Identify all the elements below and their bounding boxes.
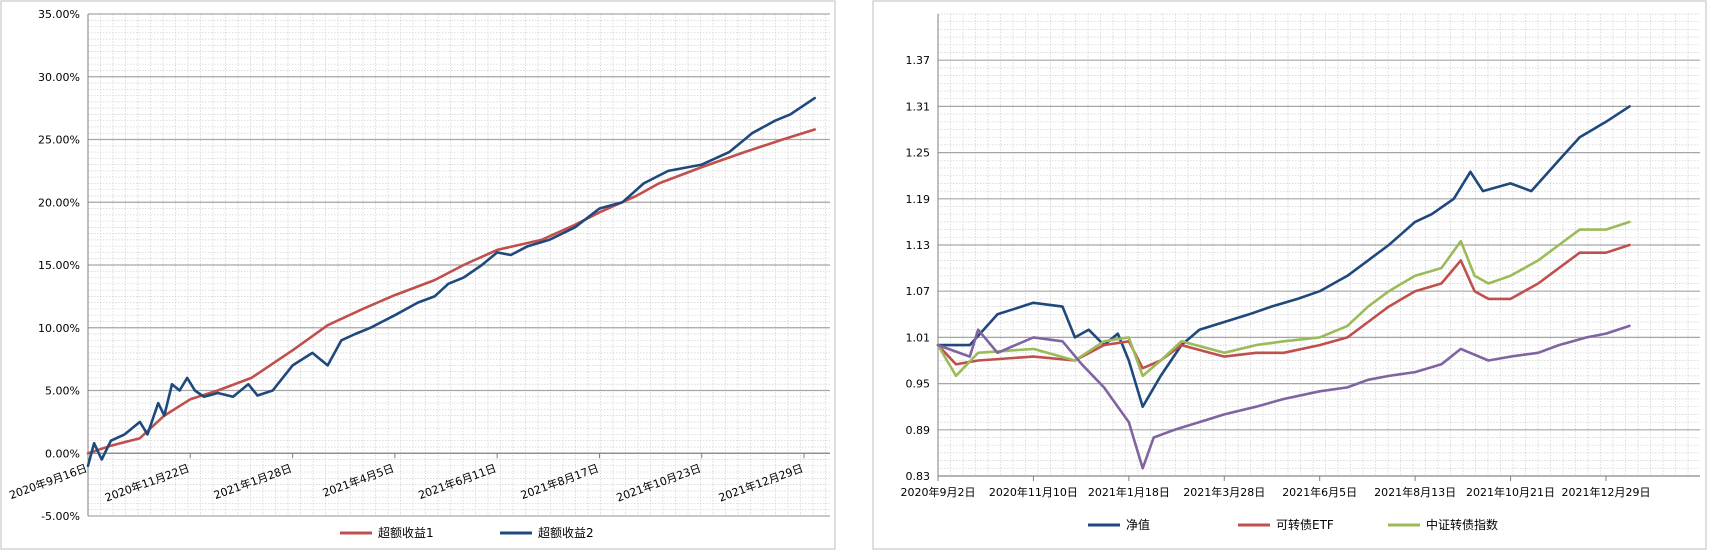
excess-return-chart: 35.00% 30.00% 25.00% 20.00% 15.00% 10.00% 5.00… (0, 0, 836, 550)
y-tick-label: 1.07 (906, 285, 931, 298)
y-tick-label: 30.00% (38, 71, 80, 84)
chart-2-y-tick-labels: 1.37 1.31 1.25 1.19 1.13 1.07 1.01 0.95 0.89 0.83 (906, 54, 931, 483)
series-line-3 (936, 220, 1631, 378)
legend-label: 可转债ETF (1276, 517, 1334, 532)
y-tick-label: 5.00% (45, 385, 80, 398)
y-tick-label: 25.00% (38, 134, 80, 147)
chart-2-axes (937, 14, 1700, 481)
x-tick-label: 2021年12月29日 (1561, 485, 1650, 499)
y-tick-label: 0.00% (45, 447, 80, 460)
legend-label: 净值 (1126, 517, 1150, 532)
y-tick-label: 0.95 (906, 378, 931, 391)
y-tick-label: 1.13 (906, 239, 931, 252)
y-tick-label: 35.00% (38, 8, 80, 21)
legend-label: 超额收益1 (378, 525, 434, 540)
y-tick-label: 1.19 (906, 193, 931, 206)
series-line-1 (936, 105, 1631, 409)
y-tick-label: 10.00% (38, 322, 80, 335)
nav-comparison-chart: 1.37 1.31 1.25 1.19 1.13 1.07 1.01 0.95 0.89 0.83… (872, 0, 1707, 550)
chart-1-series (86, 96, 817, 468)
legend-label: 中证转债指数 (1426, 517, 1498, 532)
x-tick-label: 2021年10月21日 (1466, 485, 1555, 499)
series-line-4 (936, 324, 1631, 470)
legend-item: 可转债ETF (1238, 517, 1334, 532)
y-tick-label: -5.00% (41, 510, 80, 523)
chart-2-legend: 净值 可转债ETF 中证转债指数 (1088, 517, 1498, 532)
x-tick-label: 2021年6月5日 (1282, 485, 1357, 499)
y-tick-label: 1.31 (906, 100, 931, 113)
y-tick-label: 1.01 (906, 331, 931, 344)
x-tick-label: 2020年11月10日 (989, 485, 1078, 499)
y-tick-label: 0.83 (906, 470, 931, 483)
legend-item: 超额收益1 (340, 525, 434, 540)
legend-label: 超额收益2 (538, 525, 594, 540)
series-line-2 (936, 243, 1631, 370)
series-line-2 (86, 96, 817, 468)
chart-2-series (936, 105, 1631, 470)
x-tick-label: 2021年3月28日 (1183, 485, 1265, 499)
chart-1-legend: 超额收益1 超额收益2 (340, 525, 594, 540)
chart-1-y-tick-labels: 35.00% 30.00% 25.00% 20.00% 15.00% 10.00% 5.00… (38, 8, 80, 523)
legend-item: 超额收益2 (500, 525, 594, 540)
x-tick-label: 2021年1月18日 (1088, 485, 1170, 499)
chart-2-x-tick-labels: 2020年9月2日 2020年11月10日 2021年1月18日 2021年3月28日… (901, 485, 1651, 499)
x-tick-label: 2020年9月2日 (901, 485, 976, 499)
chart-1-axes (87, 14, 830, 516)
legend-item: 中证转债指数 (1388, 517, 1498, 532)
y-tick-label: 1.25 (906, 147, 931, 160)
y-tick-label: 0.89 (906, 424, 931, 437)
y-tick-label: 15.00% (38, 259, 80, 272)
y-tick-label: 1.37 (906, 54, 931, 67)
series-line-1 (86, 128, 817, 455)
legend-item: 净值 (1088, 517, 1150, 532)
x-tick-label: 2021年8月13日 (1374, 485, 1456, 499)
y-tick-label: 20.00% (38, 196, 80, 209)
